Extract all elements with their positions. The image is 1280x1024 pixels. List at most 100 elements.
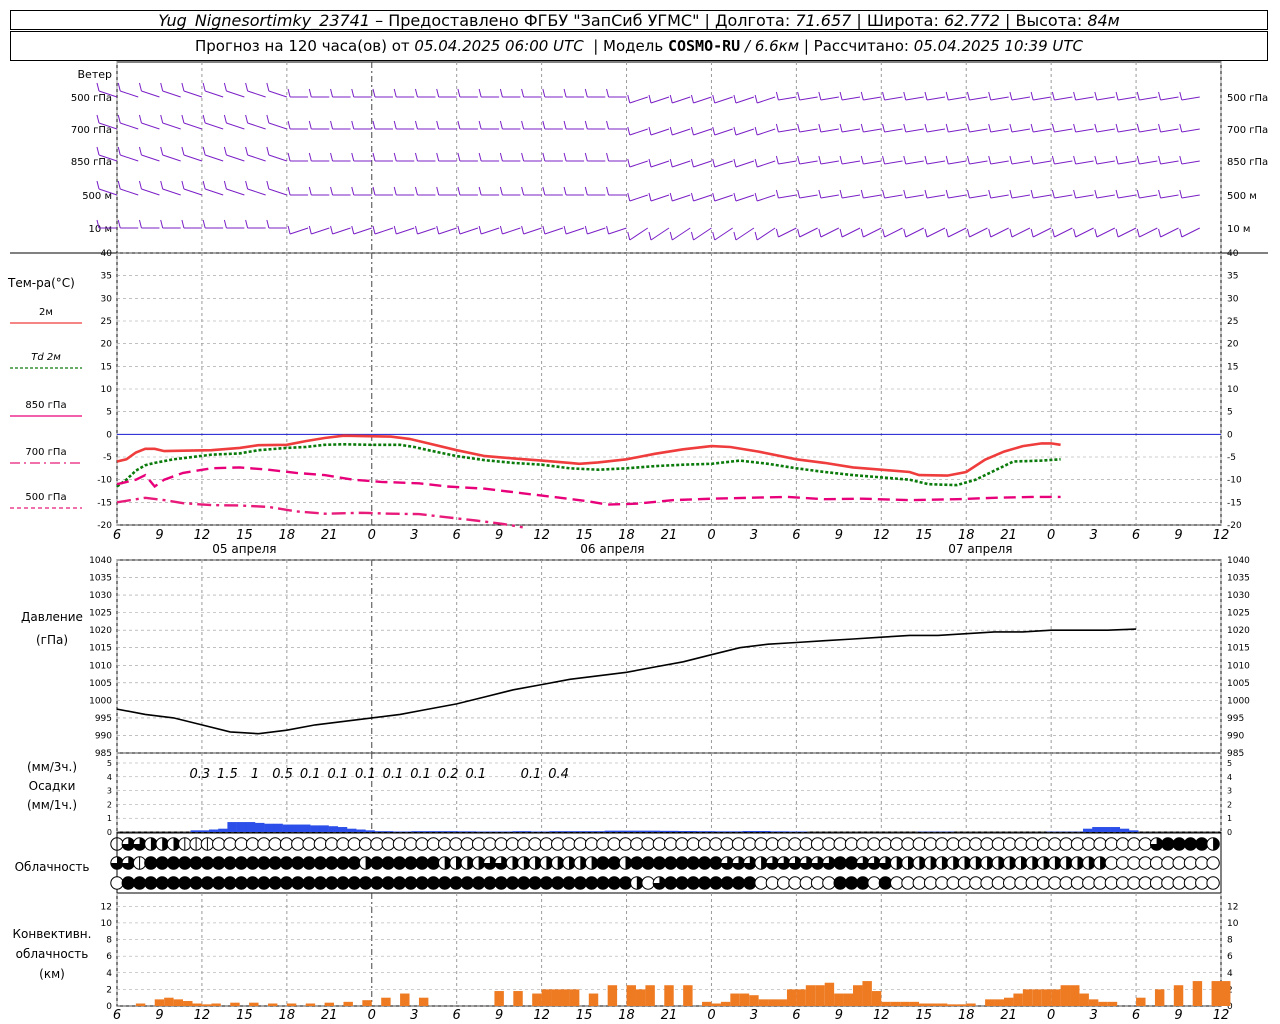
convective-bar <box>862 981 872 1006</box>
wind-barb-shaft <box>799 128 818 133</box>
wind-barb-feather <box>584 186 588 196</box>
cloud-half-fill <box>975 856 982 870</box>
temp-legend-label: Td 2м <box>31 352 61 363</box>
cloud-cover-symbol <box>121 876 136 890</box>
cloud-cover-symbol <box>573 837 587 851</box>
cloud-cover-symbol <box>517 837 531 851</box>
cloud-cover-symbol <box>302 876 316 890</box>
wind-barb-feather <box>521 186 525 196</box>
time-axis-date: 06 апреля <box>580 542 644 556</box>
cloud-cover-symbol <box>539 837 554 851</box>
wind-barb-feather <box>436 186 440 196</box>
precip-bar <box>613 830 624 832</box>
model-name: COSMO-RU <box>667 37 741 55</box>
convective-bar <box>815 985 825 1006</box>
wind-barb-shaft <box>183 90 203 98</box>
wind-barb-feather <box>266 114 270 124</box>
wind-barb-shaft <box>799 160 818 165</box>
wind-barb-feather <box>393 225 397 235</box>
precip-ytick-left: 2 <box>107 800 112 809</box>
wind-barb-feather <box>351 186 355 196</box>
wind-barb-feather <box>351 120 355 130</box>
precip-bar <box>374 831 385 832</box>
convective-bar <box>551 989 561 1006</box>
cloud-cover-symbol <box>1116 856 1130 870</box>
wind-barb-feather <box>775 155 779 165</box>
cloud-half-fill <box>1054 856 1062 870</box>
wind-barb-feather <box>308 88 312 98</box>
cloud-half-fill <box>930 856 937 870</box>
cloud-cover-symbol <box>957 837 972 851</box>
wind-barb-feather <box>202 82 206 92</box>
wind-barb-feather <box>839 228 843 238</box>
wind-barb-feather <box>860 91 864 101</box>
cloud-cover-symbol <box>675 876 689 890</box>
temp-ytick-left: -10 <box>97 476 112 486</box>
forecast-prefix: Прогноз на 120 часа(ов) от <box>194 37 410 55</box>
cloud-cover-symbol <box>1127 856 1141 870</box>
wind-barb-shaft <box>1054 128 1073 133</box>
time-axis-hour: 12 <box>1213 528 1230 543</box>
cloud-cover-symbol <box>1116 837 1130 851</box>
wind-barb-shaft <box>247 188 266 196</box>
wind-barb-feather <box>733 94 737 104</box>
wind-barb-feather <box>627 158 631 168</box>
wind-barb-feather <box>414 186 418 196</box>
wind-barb-shaft <box>948 160 967 165</box>
convective-bar <box>513 991 523 1006</box>
cloud-cover-symbol <box>743 876 757 890</box>
cloud-cover-symbol <box>291 856 305 870</box>
temp-ytick-left: 0 <box>106 430 112 440</box>
temp-ytick-right: 20 <box>1227 340 1239 350</box>
cloud-cover-symbol <box>641 876 655 890</box>
wind-barb-feather <box>330 120 334 130</box>
wind-barb-feather <box>839 189 843 199</box>
wind-barb-shaft <box>990 128 1009 133</box>
cloud-cover-symbol <box>697 876 712 890</box>
cloud-cover-symbol <box>426 876 441 890</box>
cloud-cover-symbol <box>325 876 339 890</box>
conv-ytick-left: 2 <box>106 985 112 995</box>
cloud-cover-symbol <box>257 856 271 870</box>
wind-barb-shaft <box>820 160 839 165</box>
wind-barb-shaft <box>247 154 266 162</box>
cloud-cover-symbol <box>754 876 768 890</box>
wind-barb-feather <box>988 91 992 101</box>
cloud-cover-symbol <box>1048 876 1062 890</box>
wind-barb-feather <box>1115 91 1119 101</box>
cloud-cover-symbol <box>1161 856 1175 870</box>
wind-barb-feather <box>1115 123 1119 133</box>
cloud-half-fill <box>1088 856 1096 870</box>
cloud-cover-symbol <box>890 837 904 851</box>
wind-barb-shaft <box>1032 227 1052 238</box>
cloud-cover-symbol <box>505 876 520 890</box>
precip-3h-label: 0.3 <box>189 767 210 782</box>
cloud-cover-symbol <box>833 876 847 890</box>
cloud-three-quarter-fill <box>495 856 508 870</box>
wind-barb-feather <box>287 88 291 98</box>
cloud-cover-symbol <box>257 876 271 890</box>
cloud-half-fill <box>557 856 564 870</box>
wind-barb-shaft <box>672 128 691 136</box>
convective-bar <box>928 1003 938 1006</box>
wind-barb-shaft <box>714 160 733 168</box>
cloud-half-fill <box>953 856 960 870</box>
precip-ytick-left: 0 <box>107 828 112 837</box>
time-axis-hour-bottom: 15 <box>915 1008 932 1023</box>
wind-barb-feather <box>882 123 886 133</box>
precip-3h-label: 0.4 <box>548 767 569 782</box>
calc-time: 05.04.2025 10:39 UTC <box>913 37 1084 55</box>
wind-barb-shaft <box>969 160 988 165</box>
cloud-cover-symbol <box>912 837 926 851</box>
convective-bar <box>1041 989 1052 1006</box>
wind-barb-feather <box>351 225 355 235</box>
precip-bar <box>604 830 615 832</box>
wind-barb-feather <box>1051 228 1055 238</box>
wind-barb-feather <box>1136 91 1140 101</box>
cloud-cover-symbol <box>358 837 373 851</box>
wind-barb-shaft <box>735 96 755 104</box>
wind-barb-feather <box>245 219 249 229</box>
cloud-cover-symbol <box>528 876 542 890</box>
convective-bar <box>749 995 759 1006</box>
time-axis-hour-bottom: 6 <box>453 1008 461 1023</box>
